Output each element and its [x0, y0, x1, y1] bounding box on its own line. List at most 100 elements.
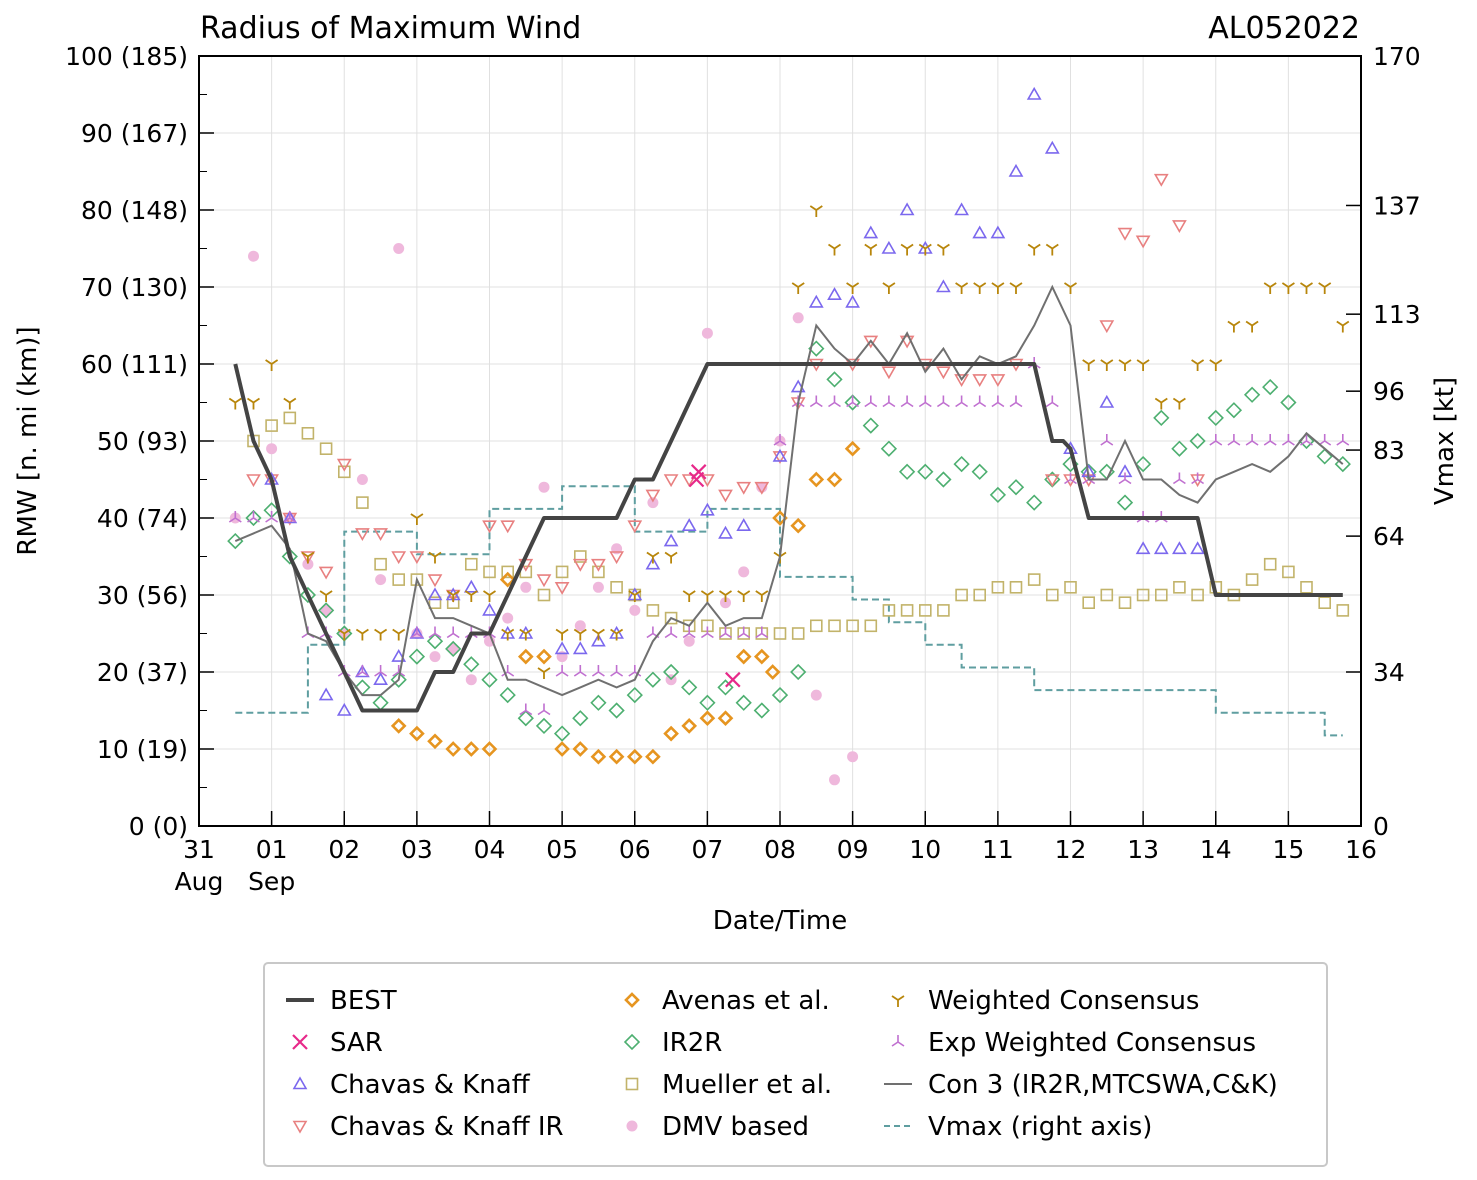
ewc-tri [991, 395, 1005, 408]
ir2r-point [553, 725, 571, 742]
ir2r-diamond [699, 694, 716, 711]
wc-tri [664, 551, 678, 564]
ewc-point [882, 395, 896, 408]
ir2r-point [499, 686, 516, 704]
ckir-point [609, 551, 624, 565]
wc-point [555, 628, 569, 641]
y-tick-label: 30 (56) [97, 581, 188, 610]
mueller-square [573, 550, 587, 563]
ewc-point [591, 665, 605, 677]
dmv-point [465, 674, 477, 686]
ir2r-point [408, 648, 426, 665]
ck-point [845, 294, 860, 308]
dmv-dot [320, 604, 332, 616]
wc-tri [936, 243, 950, 256]
wc-point [247, 397, 260, 410]
ewc-tri [555, 665, 569, 677]
ir2r-diamond [1262, 378, 1279, 396]
mueller-square [646, 604, 660, 617]
ewc-point [1064, 472, 1077, 485]
ir2r-diamond [590, 694, 607, 711]
legend-label: Con 3 (IR2R,MTCSWA,C&K) [928, 1070, 1278, 1100]
ir2r-point [1262, 378, 1279, 396]
ckir-point [427, 574, 443, 588]
wc-tri [682, 590, 696, 602]
wc-tri [846, 282, 860, 294]
ck-triangle [1099, 394, 1115, 408]
dmv-point [720, 597, 731, 609]
ck-point [572, 641, 588, 655]
ck-point [1008, 163, 1024, 177]
wc-tri [337, 628, 351, 641]
dmv-dot [810, 689, 822, 701]
x-tick-label: 14 [1200, 835, 1232, 864]
ir2r-diamond [844, 394, 861, 411]
legend-label: Weighted Consensus [928, 986, 1199, 1016]
ewc-point [900, 395, 914, 408]
avenas-point [536, 648, 552, 665]
ir2r-diamond [1243, 386, 1261, 403]
dmv-point [356, 474, 368, 485]
dmv-dot [738, 566, 750, 578]
y2-tick-label: 34 [1373, 658, 1405, 687]
mueller-point [1046, 588, 1059, 602]
ir2r-point [989, 486, 1007, 504]
dmv-dot [465, 674, 477, 686]
ir2r-diamond [1225, 402, 1243, 419]
wc-point [828, 243, 841, 256]
ck-triangle [863, 225, 879, 239]
y2-tick-label: 170 [1373, 42, 1421, 71]
ckir-point [1135, 235, 1151, 249]
wc-point [628, 590, 642, 602]
ir2r-diamond [735, 694, 752, 711]
x-tick-label: 09 [837, 835, 869, 864]
avenas-point [409, 725, 425, 742]
ir2r-diamond [717, 679, 734, 696]
ewc-point [773, 434, 787, 446]
dmv-dot [629, 604, 641, 616]
ckir-point [663, 474, 679, 488]
ewc-tri [428, 626, 442, 639]
x-tick-label: 01 [256, 835, 288, 864]
ir2r-diamond [408, 648, 426, 665]
ir2r-point [245, 509, 262, 527]
mueller-point [555, 565, 569, 579]
ewc-point [1191, 472, 1205, 485]
ir2r-diamond [917, 463, 934, 480]
legend-swatch-ckir [292, 1120, 308, 1134]
ir2r-point [572, 710, 589, 727]
ir2r-point [662, 663, 680, 681]
ir2r-diamond [953, 455, 970, 473]
ck-triangle [899, 202, 915, 216]
mueller-square [319, 442, 333, 456]
wc-point [973, 282, 987, 294]
mueller-square [900, 604, 914, 617]
ewc-tri [1172, 472, 1186, 485]
ckir-point [881, 366, 897, 380]
ckir-triangle [1099, 320, 1115, 334]
wc-point [228, 397, 242, 410]
wc-tri [1281, 282, 1295, 294]
ck-point [409, 625, 425, 639]
dmv-point [592, 581, 604, 593]
ck-point [1153, 541, 1169, 555]
mueller-square [610, 580, 623, 594]
ckir-point [246, 474, 261, 488]
ewc-point [973, 395, 987, 408]
ewc-point [1227, 434, 1241, 446]
ckir-triangle [736, 481, 752, 495]
wc-point [1064, 282, 1077, 294]
ewc-point [1281, 434, 1295, 446]
legend-swatch-dmv [626, 1120, 638, 1132]
ewc-point [537, 703, 551, 716]
ewc-tri [973, 395, 987, 408]
ck-triangle [572, 641, 588, 655]
mueller-point [1027, 573, 1041, 586]
ir2r-diamond [281, 548, 298, 565]
mueller-square [864, 619, 878, 633]
avenas-point [554, 741, 570, 757]
y2-tick-label: 137 [1373, 191, 1421, 220]
ckir-series [246, 173, 1205, 603]
wc-point [791, 282, 805, 294]
avenas-diamond [717, 710, 734, 727]
